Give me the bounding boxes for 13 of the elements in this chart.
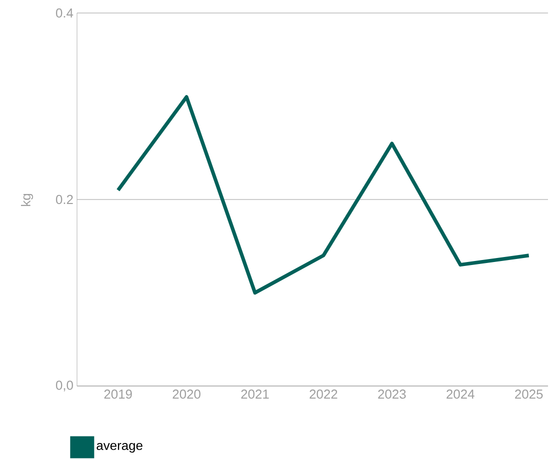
- y-tick-label: 0,0: [56, 380, 73, 392]
- x-tick-label: 2023: [378, 390, 406, 399]
- x-tick-label: 2022: [310, 390, 338, 399]
- legend-label: average: [96, 442, 142, 453]
- x-tick-label: 2025: [515, 390, 543, 399]
- y-tick-label: 0.4: [56, 8, 74, 18]
- y-axis-title: kg: [20, 194, 34, 206]
- x-tick-label: 2024: [446, 390, 474, 399]
- line-series: [116, 95, 531, 295]
- x-tick-label: 2020: [172, 390, 200, 399]
- x-tick-label: 2021: [241, 390, 269, 399]
- y-tick-label: 0.2: [56, 194, 73, 204]
- x-tick-label: 2019: [104, 390, 132, 399]
